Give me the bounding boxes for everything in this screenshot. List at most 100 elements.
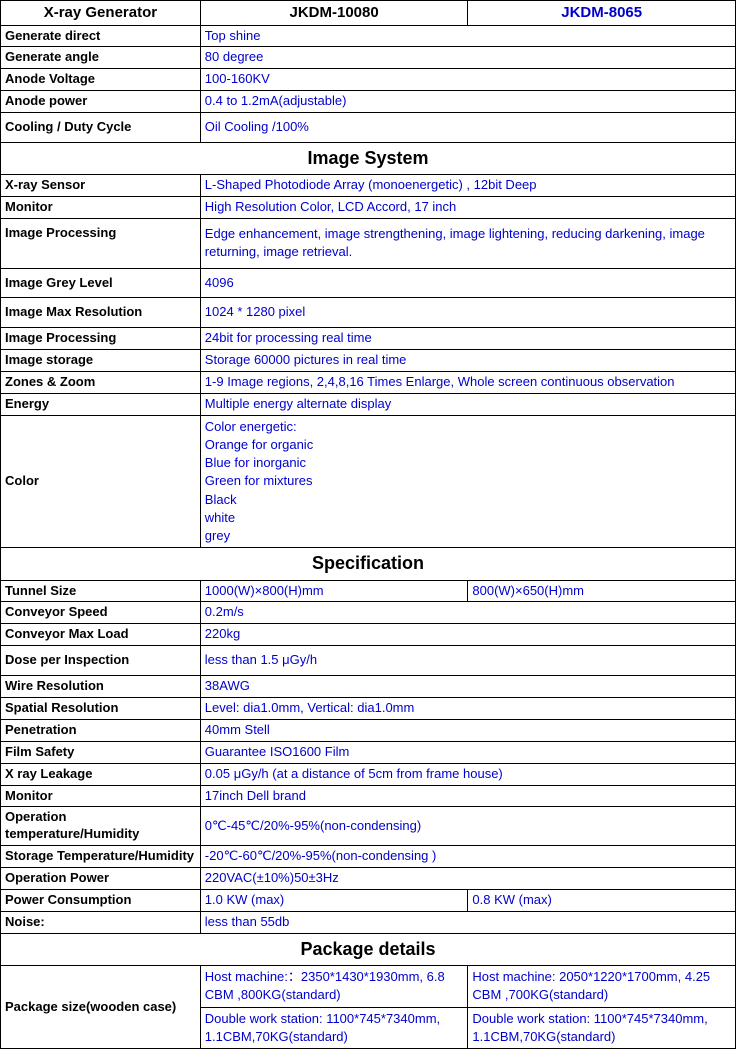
label: Wire Resolution	[1, 676, 201, 698]
label: X-ray Sensor	[1, 175, 201, 197]
row-xray-sensor: X-ray Sensor L-Shaped Photodiode Array (…	[1, 175, 736, 197]
label: Conveyor Speed	[1, 602, 201, 624]
label: Image Processing	[1, 328, 201, 350]
value: Oil Cooling /100%	[200, 113, 735, 143]
row-conveyor-max-load: Conveyor Max Load 220kg	[1, 624, 736, 646]
row-monitor-spec: Monitor 17inch Dell brand	[1, 785, 736, 807]
label: Spatial Resolution	[1, 698, 201, 720]
value: 1-9 Image regions, 2,4,8,16 Times Enlarg…	[200, 372, 735, 394]
label: Noise:	[1, 911, 201, 933]
section-specification: Specification	[1, 548, 736, 580]
host1: Host machine:：2350*1430*1930mm, 6.8 CBM …	[200, 966, 468, 1007]
label: Conveyor Max Load	[1, 624, 201, 646]
section-title: Package details	[1, 933, 736, 965]
label: Image Grey Level	[1, 268, 201, 298]
row-penetration: Penetration 40mm Stell	[1, 719, 736, 741]
value: 0.2m/s	[200, 602, 735, 624]
value: less than 55db	[200, 911, 735, 933]
value: 40mm Stell	[200, 719, 735, 741]
label: Zones & Zoom	[1, 372, 201, 394]
row-processing2: Image Processing 24bit for processing re…	[1, 328, 736, 350]
label: Storage Temperature/Humidity	[1, 846, 201, 868]
label: Penetration	[1, 719, 201, 741]
row-zones-zoom: Zones & Zoom 1-9 Image regions, 2,4,8,16…	[1, 372, 736, 394]
value: 80 degree	[200, 47, 735, 69]
row-max-resolution: Image Max Resolution 1024 * 1280 pixel	[1, 298, 736, 328]
value: 24bit for processing real time	[200, 328, 735, 350]
value: 220VAC(±10%)50±3Hz	[200, 868, 735, 890]
spec-table: X-ray Generator JKDM-10080 JKDM-8065 Gen…	[0, 0, 736, 1049]
label: Generate angle	[1, 47, 201, 69]
row-spatial-resolution: Spatial Resolution Level: dia1.0mm, Vert…	[1, 698, 736, 720]
row-operation-temp: Operation temperature/Humidity 0℃-45℃/20…	[1, 807, 736, 846]
label: Operation temperature/Humidity	[1, 807, 201, 846]
label: Monitor	[1, 785, 201, 807]
row-storage: Image storage Storage 60000 pictures in …	[1, 350, 736, 372]
row-image-processing: Image Processing Edge enhancement, image…	[1, 219, 736, 268]
label: Image Processing	[1, 219, 201, 268]
row-operation-power: Operation Power 220VAC(±10%)50±3Hz	[1, 868, 736, 890]
value: High Resolution Color, LCD Accord, 17 in…	[200, 197, 735, 219]
label: Power Consumption	[1, 890, 201, 912]
row-conveyor-speed: Conveyor Speed 0.2m/s	[1, 602, 736, 624]
host2: Host machine: 2050*1220*1700mm, 4.25 CBM…	[468, 966, 736, 1007]
label: Package size(wooden case)	[1, 966, 201, 1049]
row-power-consumption: Power Consumption 1.0 KW (max) 0.8 KW (m…	[1, 890, 736, 912]
header-model2: JKDM-8065	[468, 1, 736, 26]
row-film-safety: Film Safety Guarantee ISO1600 Film	[1, 741, 736, 763]
row-generate-direct: Generate direct Top shine	[1, 25, 736, 47]
value: 0℃-45℃/20%-95%(non-condensing)	[200, 807, 735, 846]
header-model1: JKDM-10080	[200, 1, 468, 26]
label: X ray Leakage	[1, 763, 201, 785]
value: L-Shaped Photodiode Array (monoenergetic…	[200, 175, 735, 197]
value: Color energetic: Orange for organic Blue…	[200, 415, 735, 547]
value: Guarantee ISO1600 Film	[200, 741, 735, 763]
row-xray-leakage: X ray Leakage 0.05 μGy/h (at a distance …	[1, 763, 736, 785]
value: Level: dia1.0mm, Vertical: dia1.0mm	[200, 698, 735, 720]
value: 0.4 to 1.2mA(adjustable)	[200, 91, 735, 113]
row-cooling: Cooling / Duty Cycle Oil Cooling /100%	[1, 113, 736, 143]
value: Multiple energy alternate display	[200, 393, 735, 415]
value1: 1000(W)×800(H)mm	[200, 580, 468, 602]
value: less than 1.5 μGy/h	[200, 646, 735, 676]
row-energy: Energy Multiple energy alternate display	[1, 393, 736, 415]
header-label: X-ray Generator	[1, 1, 201, 26]
label: Anode Voltage	[1, 69, 201, 91]
section-title: Specification	[1, 548, 736, 580]
row-monitor-img: Monitor High Resolution Color, LCD Accor…	[1, 197, 736, 219]
row-noise: Noise: less than 55db	[1, 911, 736, 933]
value: 38AWG	[200, 676, 735, 698]
section-image-system: Image System	[1, 142, 736, 174]
label: Image Max Resolution	[1, 298, 201, 328]
row-storage-temp: Storage Temperature/Humidity -20℃-60℃/20…	[1, 846, 736, 868]
label: Monitor	[1, 197, 201, 219]
label: Operation Power	[1, 868, 201, 890]
value: -20℃-60℃/20%-95%(non-condensing )	[200, 846, 735, 868]
row-generate-angle: Generate angle 80 degree	[1, 47, 736, 69]
value: 1024 * 1280 pixel	[200, 298, 735, 328]
label: Energy	[1, 393, 201, 415]
label: Cooling / Duty Cycle	[1, 113, 201, 143]
value2: 0.8 KW (max)	[468, 890, 736, 912]
value: Edge enhancement, image strengthening, i…	[200, 219, 735, 268]
label: Dose per Inspection	[1, 646, 201, 676]
value: 0.05 μGy/h (at a distance of 5cm from fr…	[200, 763, 735, 785]
ws1: Double work station: 1100*745*7340mm, 1.…	[200, 1007, 468, 1048]
row-anode-voltage: Anode Voltage 100-160KV	[1, 69, 736, 91]
row-grey-level: Image Grey Level 4096	[1, 268, 736, 298]
row-dose: Dose per Inspection less than 1.5 μGy/h	[1, 646, 736, 676]
label: Image storage	[1, 350, 201, 372]
row-wire-resolution: Wire Resolution 38AWG	[1, 676, 736, 698]
label: Anode power	[1, 91, 201, 113]
value: 220kg	[200, 624, 735, 646]
row-color: Color Color energetic: Orange for organi…	[1, 415, 736, 547]
value1: 1.0 KW (max)	[200, 890, 468, 912]
label: Film Safety	[1, 741, 201, 763]
label: Generate direct	[1, 25, 201, 47]
value: 17inch Dell brand	[200, 785, 735, 807]
label: Tunnel Size	[1, 580, 201, 602]
ws2: Double work station: 1100*745*7340mm, 1.…	[468, 1007, 736, 1048]
value: 100-160KV	[200, 69, 735, 91]
value2: 800(W)×650(H)mm	[468, 580, 736, 602]
row-package-host: Package size(wooden case) Host machine:：…	[1, 966, 736, 1007]
